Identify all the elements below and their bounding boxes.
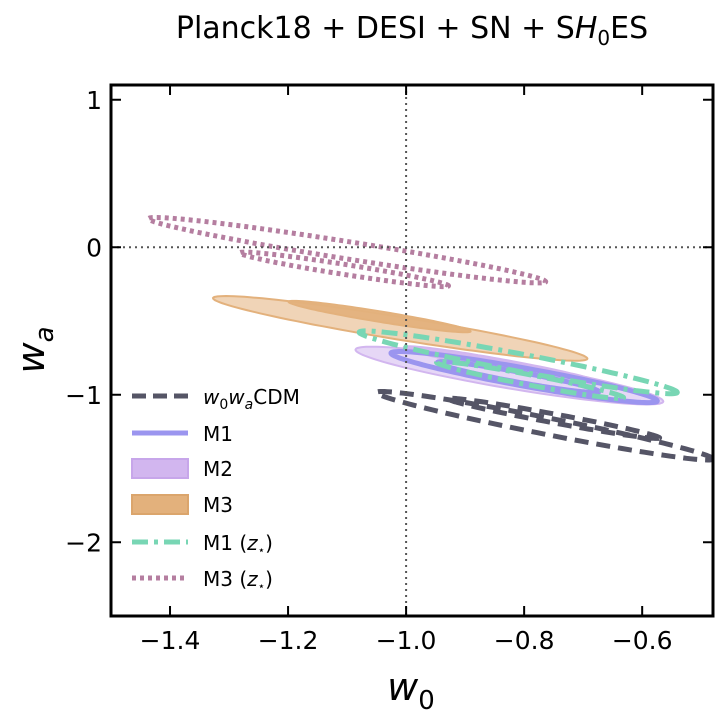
y-tick-label: −1 <box>65 381 102 410</box>
contour-m3-zstar-95 <box>146 215 549 286</box>
contour-m1-zstar-95 <box>356 328 680 397</box>
plot-frame <box>109 83 715 618</box>
x-tick-label: −1.0 <box>376 626 437 655</box>
line-contours <box>146 215 713 463</box>
legend-label-m1: M1 <box>203 422 233 446</box>
y-tick-label: 0 <box>86 233 102 262</box>
legend-label-m3: M3 <box>203 493 233 517</box>
legend-label-w0wacdm: w0waCDM <box>203 385 300 413</box>
x-tick-label: −0.8 <box>494 626 555 655</box>
contour-m3-95 <box>211 294 589 362</box>
contour-w0wacdm-68 <box>445 395 663 441</box>
legend-handle-m3 <box>131 494 189 515</box>
legend: w0waCDM M1 M2 M3 M1 (z⋆) M3 (z⋆) <box>131 385 300 593</box>
x-tick-label: −1.4 <box>140 626 201 655</box>
contour-m3-68 <box>287 299 472 334</box>
reference-lines <box>111 85 713 616</box>
x-tick-label: −1.2 <box>258 626 319 655</box>
legend-label-m3-zstar: M3 (z⋆) <box>203 567 273 593</box>
x-axis-label: w0 <box>387 665 435 716</box>
y-axis-label: wa <box>9 326 60 373</box>
contour-w0wacdm-95 <box>374 389 713 463</box>
y-tick-label: 1 <box>86 86 102 115</box>
x-tick-label: −0.6 <box>612 626 673 655</box>
plot-area <box>111 85 713 616</box>
contour-m3-zstar-68 <box>237 249 451 290</box>
contour-m1-zstar-68 <box>434 359 627 401</box>
chart-title: Planck18 + DESI + SN + SH0ES <box>176 11 648 50</box>
legend-label-m2: M2 <box>203 457 233 481</box>
axis-ticks: −1.4 −1.2 −1.0 −0.8 −0.6 −2 −1 0 1 <box>65 85 713 655</box>
legend-label-m1-zstar: M1 (z⋆) <box>203 531 273 557</box>
y-tick-label: −2 <box>65 528 102 557</box>
legend-handle-m2 <box>131 458 189 479</box>
